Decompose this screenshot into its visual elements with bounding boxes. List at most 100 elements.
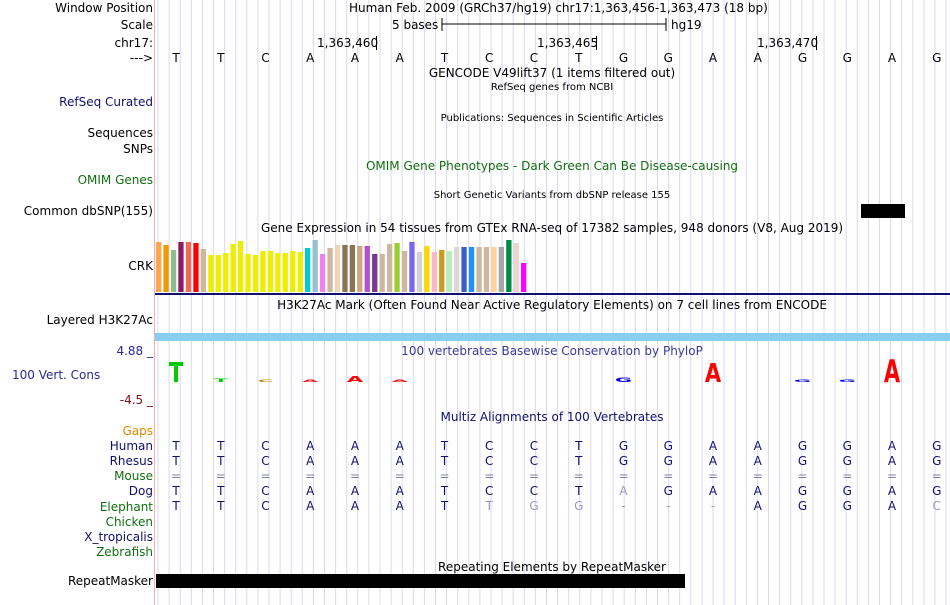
sequences-track-label[interactable]: Sequences <box>87 126 153 140</box>
gtex-tissue-bar[interactable]: Esophagus - GE Junction <box>342 245 348 292</box>
gtex-tissue-bar[interactable]: Kidney - Medulla <box>387 244 393 292</box>
gtex-tissue-bar[interactable]: Small Intestine <box>476 247 482 292</box>
repeatmasker-track-label[interactable]: RepeatMasker <box>67 574 153 588</box>
gtex-tissue-bar[interactable]: Brain - Frontal Cortex <box>252 255 259 292</box>
gtex-tissue-bar[interactable]: Brain - Spinal cord <box>290 251 296 292</box>
phylop-base-glyph[interactable]: T <box>169 356 184 389</box>
phylop-base-glyph[interactable]: A <box>347 375 364 384</box>
gtex-gene-label[interactable]: CRK <box>128 259 153 273</box>
gencode-track-title[interactable]: GENCODE V49lift37 (1 items filtered out) <box>428 66 676 80</box>
gtex-tissue-bar[interactable]: Adrenal Gland <box>170 250 177 292</box>
phylop-base-glyph[interactable]: G <box>839 379 856 383</box>
gtex-tissue-bar[interactable]: Uterus <box>513 243 519 292</box>
gtex-tissue-bar[interactable]: Bladder <box>200 249 206 292</box>
gtex-tissue-bar[interactable]: Brain - Cerebellar Hemisphere <box>230 244 236 292</box>
h3k27ac-track-label[interactable]: Layered H3K27Ac <box>46 313 153 327</box>
gtex-tissue-bar[interactable]: Heart - Ventricle <box>372 254 378 292</box>
repeatmasker-track-title[interactable]: Repeating Elements by RepeatMasker <box>438 560 666 574</box>
species-label[interactable]: Human <box>109 439 153 454</box>
gtex-tissue-bar[interactable]: Testis <box>498 247 504 292</box>
gtex-tissue-bar[interactable]: Brain - Cortex <box>245 254 251 292</box>
species-label[interactable]: Chicken <box>105 514 153 529</box>
phylop-base-glyph[interactable]: A <box>884 355 901 390</box>
h3k27ac-signal-bar[interactable] <box>155 333 950 341</box>
dbsnp-track-label[interactable]: Common dbSNP(155) <box>23 204 153 218</box>
gtex-tissue-bar[interactable]: Artery - Aorta <box>178 242 184 292</box>
gtex-tissue-bar[interactable]: Esophagus - Mucosa <box>349 245 355 292</box>
alignment-base: T <box>485 499 493 513</box>
gtex-tissue-bar[interactable]: Cells - Fibroblasts <box>312 240 318 292</box>
multiz-track-title[interactable]: Multiz Alignments of 100 Vertebrates <box>440 410 664 424</box>
gtex-tissue-bar[interactable]: Ovary <box>431 252 437 292</box>
repeatmasker-element-block[interactable] <box>156 574 685 588</box>
coord-tick-mark-2 <box>596 36 597 50</box>
refseq-track-title[interactable]: RefSeq genes from NCBI <box>490 82 614 93</box>
gtex-tissue-bar[interactable]: Breast <box>305 248 311 292</box>
gtex-tissue-bar[interactable]: Brain - Putamen <box>282 253 288 292</box>
gtex-tissue-bar[interactable]: Colon - Transverse <box>334 245 341 292</box>
species-label[interactable]: X_tropicalis <box>84 529 153 544</box>
alignment-base: T <box>172 484 180 498</box>
gtex-tissue-bar[interactable]: Minor Salivary Gland <box>409 242 415 292</box>
gtex-tissue-bar[interactable]: Thyroid <box>506 240 512 292</box>
gtex-tissue-bar[interactable]: Brain - Anterior cingulate <box>215 255 221 292</box>
gtex-track-title[interactable]: Gene Expression in 54 tissues from GTEx … <box>260 221 844 235</box>
phylop-track-title[interactable]: 100 vertebrates Basewise Conservation by… <box>401 344 703 358</box>
species-label[interactable]: Rhesus <box>109 454 153 469</box>
gtex-tissue-bar[interactable]: Pituitary <box>446 251 452 292</box>
publications-track-title[interactable]: Publications: Sequences in Scientific Ar… <box>440 113 664 124</box>
dbsnp-track-title[interactable]: Short Genetic Variants from dbSNP releas… <box>433 190 671 201</box>
phylop-base-glyph[interactable]: G <box>615 376 632 383</box>
species-label[interactable]: Mouse <box>114 469 153 484</box>
species-label[interactable]: Zebrafish <box>96 544 153 559</box>
gtex-tissue-bar[interactable]: Artery - Tibial <box>193 243 199 292</box>
gtex-tissue-bar[interactable]: Brain - Caudate <box>223 253 229 292</box>
gtex-tissue-bar[interactable]: Cells - Lymphocytes <box>319 254 326 292</box>
gtex-tissue-bar[interactable]: Stomach <box>491 247 497 292</box>
species-label[interactable]: Dog <box>128 484 153 499</box>
phylop-base-glyph[interactable]: A <box>302 379 319 383</box>
gtex-tissue-bar[interactable]: Skin - Not Sun Exposed <box>461 247 467 292</box>
omim-track-label[interactable]: OMIM Genes <box>77 173 153 187</box>
gtex-tissue-bar[interactable]: Brain - Hippocampus <box>260 251 266 292</box>
omim-track-title[interactable]: OMIM Gene Phenotypes - Dark Green Can Be… <box>365 159 739 173</box>
gtex-tissue-bar[interactable]: Brain - Nucleus accumbens <box>275 253 281 292</box>
gtex-tissue-bar[interactable]: Brain - Cerebellum <box>237 241 244 292</box>
gtex-tissue-bar[interactable]: Pancreas <box>439 250 445 292</box>
gtex-tissue-bar[interactable]: Prostate <box>454 247 460 292</box>
dna-base: T <box>440 51 449 65</box>
phylop-base-glyph[interactable]: A <box>705 358 722 389</box>
species-label[interactable]: Elephant <box>99 499 153 514</box>
gtex-tissue-bar[interactable]: Liver <box>394 243 400 292</box>
gtex-tissue-bar[interactable]: Adipose - Subcutaneous <box>156 242 162 292</box>
dbsnp-variant-block[interactable] <box>861 204 905 218</box>
gtex-tissue-bar[interactable]: Esophagus - Muscularis <box>357 246 363 292</box>
phylop-base-glyph[interactable]: G <box>794 379 811 383</box>
gtex-tissue-bar[interactable]: Vagina <box>521 263 527 292</box>
alignment-base: = <box>707 469 719 483</box>
gtex-tissue-bar[interactable]: Brain - Hypothalamus <box>267 251 274 292</box>
phylop-base-glyph[interactable]: A <box>392 379 409 383</box>
gtex-tissue-bar[interactable]: Skin - Sun Exposed <box>468 247 475 292</box>
species-label[interactable]: Gaps <box>122 424 153 438</box>
gtex-tissue-bar[interactable]: Muscle - Skeletal <box>416 252 423 292</box>
phylop-base-glyph[interactable]: C <box>258 379 273 383</box>
gtex-tissue-bar[interactable]: Spleen <box>483 247 490 292</box>
gtex-tissue-bar[interactable]: Adipose - Visceral <box>163 245 169 292</box>
gtex-tissue-bar[interactable]: Brain - Substantia nigra <box>297 252 303 292</box>
alignment-base: C <box>261 454 270 468</box>
h3k27ac-track-title[interactable]: H3K27Ac Mark (Often Found Near Active Re… <box>277 298 827 312</box>
gtex-tissue-bar[interactable]: Lung <box>401 251 408 292</box>
gtex-tissue-bar[interactable]: Colon - Sigmoid <box>327 248 333 292</box>
snps-track-label[interactable]: SNPs <box>123 142 153 156</box>
phylop-track-label[interactable]: 100 Vert. Cons <box>12 368 101 382</box>
gtex-tissue-bar[interactable]: Kidney - Cortex <box>379 254 385 292</box>
gtex-tissue-bar[interactable]: Brain - Amygdala <box>208 255 214 292</box>
gtex-tissue-bar[interactable]: Heart - Atrial <box>364 246 370 292</box>
refseq-track-label[interactable]: RefSeq Curated <box>59 95 153 109</box>
gtex-tissue-bar[interactable]: Artery - Coronary <box>185 242 192 292</box>
gtex-tissue-bar[interactable]: Nerve - Tibial <box>424 246 430 292</box>
phylop-base-glyph[interactable]: T <box>214 378 229 383</box>
